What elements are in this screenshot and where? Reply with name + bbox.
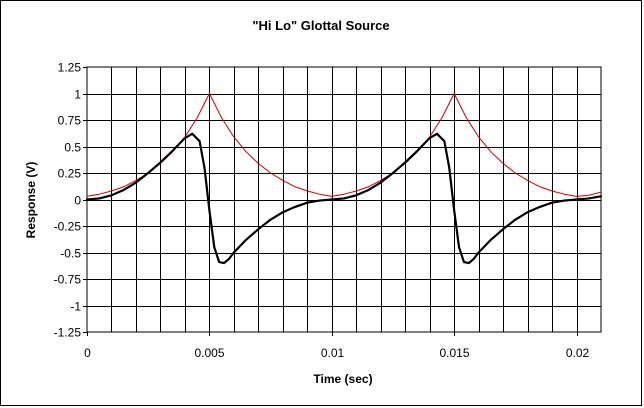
y-tick-label: 1.25	[58, 61, 82, 75]
y-tick-label: 0.75	[58, 114, 82, 128]
grid-lines	[87, 67, 601, 332]
y-axis-ticks: 1.25 1 0.75 0.5 0.25 0 -0.25 -0.5 -0.75 -1 -1.25	[54, 61, 87, 340]
x-tick-label: 0.02	[566, 346, 590, 360]
y-tick-label: -0.75	[54, 273, 82, 287]
series-line-waveform	[85, 132, 603, 265]
y-tick-label: -1	[70, 300, 81, 314]
y-tick-label: 0	[74, 194, 81, 208]
y-axis-label: Response (V)	[24, 162, 38, 239]
y-tick-label: -0.25	[54, 220, 82, 234]
y-tick-label: 1	[74, 88, 81, 102]
x-tick-label: 0.01	[321, 346, 345, 360]
x-axis-ticks: 0 0.005 0.01 0.015 0.02	[84, 332, 590, 360]
chart-title: "Hi Lo" Glottal Source	[252, 18, 389, 33]
y-tick-label: 0.5	[64, 141, 81, 155]
x-axis-label: Time (sec)	[313, 372, 372, 386]
x-tick-label: 0.015	[439, 346, 469, 360]
x-tick-label: 0.005	[194, 346, 224, 360]
x-tick-label: 0	[84, 346, 91, 360]
y-tick-label: -1.25	[54, 326, 82, 340]
y-tick-label: 0.25	[58, 167, 82, 181]
y-tick-label: -0.5	[60, 247, 81, 261]
series-layer	[85, 93, 603, 265]
